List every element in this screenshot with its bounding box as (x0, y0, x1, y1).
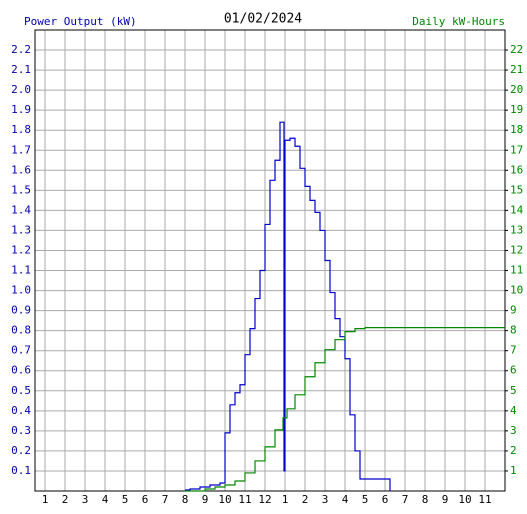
x-tick-label: 4 (342, 493, 349, 506)
y-tick-label: 1.1 (11, 264, 31, 277)
y2-tick-label: 16 (510, 163, 523, 176)
y-tick-label: 1.9 (11, 103, 31, 116)
y-tick-label: 0.3 (11, 424, 31, 437)
y-tick-label: 1.5 (11, 183, 31, 196)
x-tick-label: 4 (102, 493, 109, 506)
y2-tick-label: 4 (510, 404, 517, 417)
y-tick-label: 0.8 (11, 324, 31, 337)
y2-axis-label: Daily kW-Hours (412, 15, 505, 28)
x-tick-label: 8 (182, 493, 189, 506)
x-tick-label: 7 (402, 493, 409, 506)
y-tick-label: 0.1 (11, 464, 31, 477)
x-tick-label: 5 (122, 493, 129, 506)
y-tick-label: 1.3 (11, 223, 31, 236)
y2-tick-label: 14 (510, 203, 524, 216)
x-tick-label: 10 (218, 493, 231, 506)
y-tick-label: 2.0 (11, 83, 31, 96)
y2-tick-label: 22 (510, 43, 523, 56)
x-tick-label: 11 (238, 493, 251, 506)
x-tick-label: 12 (258, 493, 271, 506)
y-tick-label: 0.6 (11, 364, 31, 377)
y2-tick-label: 12 (510, 243, 523, 256)
y2-tick-label: 15 (510, 183, 523, 196)
y-tick-label: 1.8 (11, 123, 31, 136)
y2-tick-label: 7 (510, 344, 517, 357)
y-tick-label: 0.9 (11, 304, 31, 317)
plot-frame (34, 29, 506, 492)
x-tick-label: 5 (362, 493, 369, 506)
x-tick-label: 6 (142, 493, 149, 506)
chart-title: 01/02/2024 (224, 12, 302, 27)
y2-tick-label: 2 (510, 444, 517, 457)
y2-tick-label: 21 (510, 63, 523, 76)
y-tick-label: 1.7 (11, 143, 31, 156)
y2-tick-label: 18 (510, 123, 523, 136)
y-tick-label: 1.6 (11, 163, 31, 176)
y-tick-label: 2.1 (11, 63, 31, 76)
x-tick-label: 11 (478, 493, 491, 506)
y-tick-label: 1.0 (11, 284, 31, 297)
y2-tick-label: 3 (510, 424, 517, 437)
series-line (185, 327, 505, 492)
y2-tick-label: 6 (510, 364, 517, 377)
y2-tick-label: 10 (510, 284, 523, 297)
y2-tick-label: 19 (510, 103, 523, 116)
y-tick-label: 0.4 (11, 404, 31, 417)
y-tick-label: 0.2 (11, 444, 31, 457)
y2-tick-label: 13 (510, 223, 523, 236)
y-tick-label: 1.2 (11, 243, 31, 256)
x-tick-label: 1 (42, 493, 49, 506)
x-tick-label: 2 (302, 493, 309, 506)
series-line (185, 121, 391, 491)
x-tick-label: 9 (202, 493, 209, 506)
y-tick-label: 0.7 (11, 344, 31, 357)
x-tick-label: 1 (282, 493, 289, 506)
x-tick-label: 3 (82, 493, 89, 506)
x-tick-label: 3 (322, 493, 329, 506)
y2-tick-label: 9 (510, 304, 517, 317)
y2-tick-label: 11 (510, 264, 523, 277)
y2-tick-label: 17 (510, 143, 523, 156)
x-tick-label: 10 (458, 493, 471, 506)
y2-tick-label: 5 (510, 384, 517, 397)
x-tick-label: 7 (162, 493, 169, 506)
x-tick-label: 8 (422, 493, 429, 506)
x-tick-label: 9 (442, 493, 449, 506)
y-tick-label: 2.2 (11, 43, 31, 56)
y2-tick-label: 20 (510, 83, 523, 96)
x-tick-label: 2 (62, 493, 69, 506)
y-tick-label: 0.5 (11, 384, 31, 397)
y-axis-label: Power Output (kW) (24, 15, 137, 28)
x-tick-label: 6 (382, 493, 389, 506)
y-tick-label: 1.4 (11, 203, 31, 216)
y2-tick-label: 8 (510, 324, 517, 337)
y2-tick-label: 1 (510, 464, 517, 477)
